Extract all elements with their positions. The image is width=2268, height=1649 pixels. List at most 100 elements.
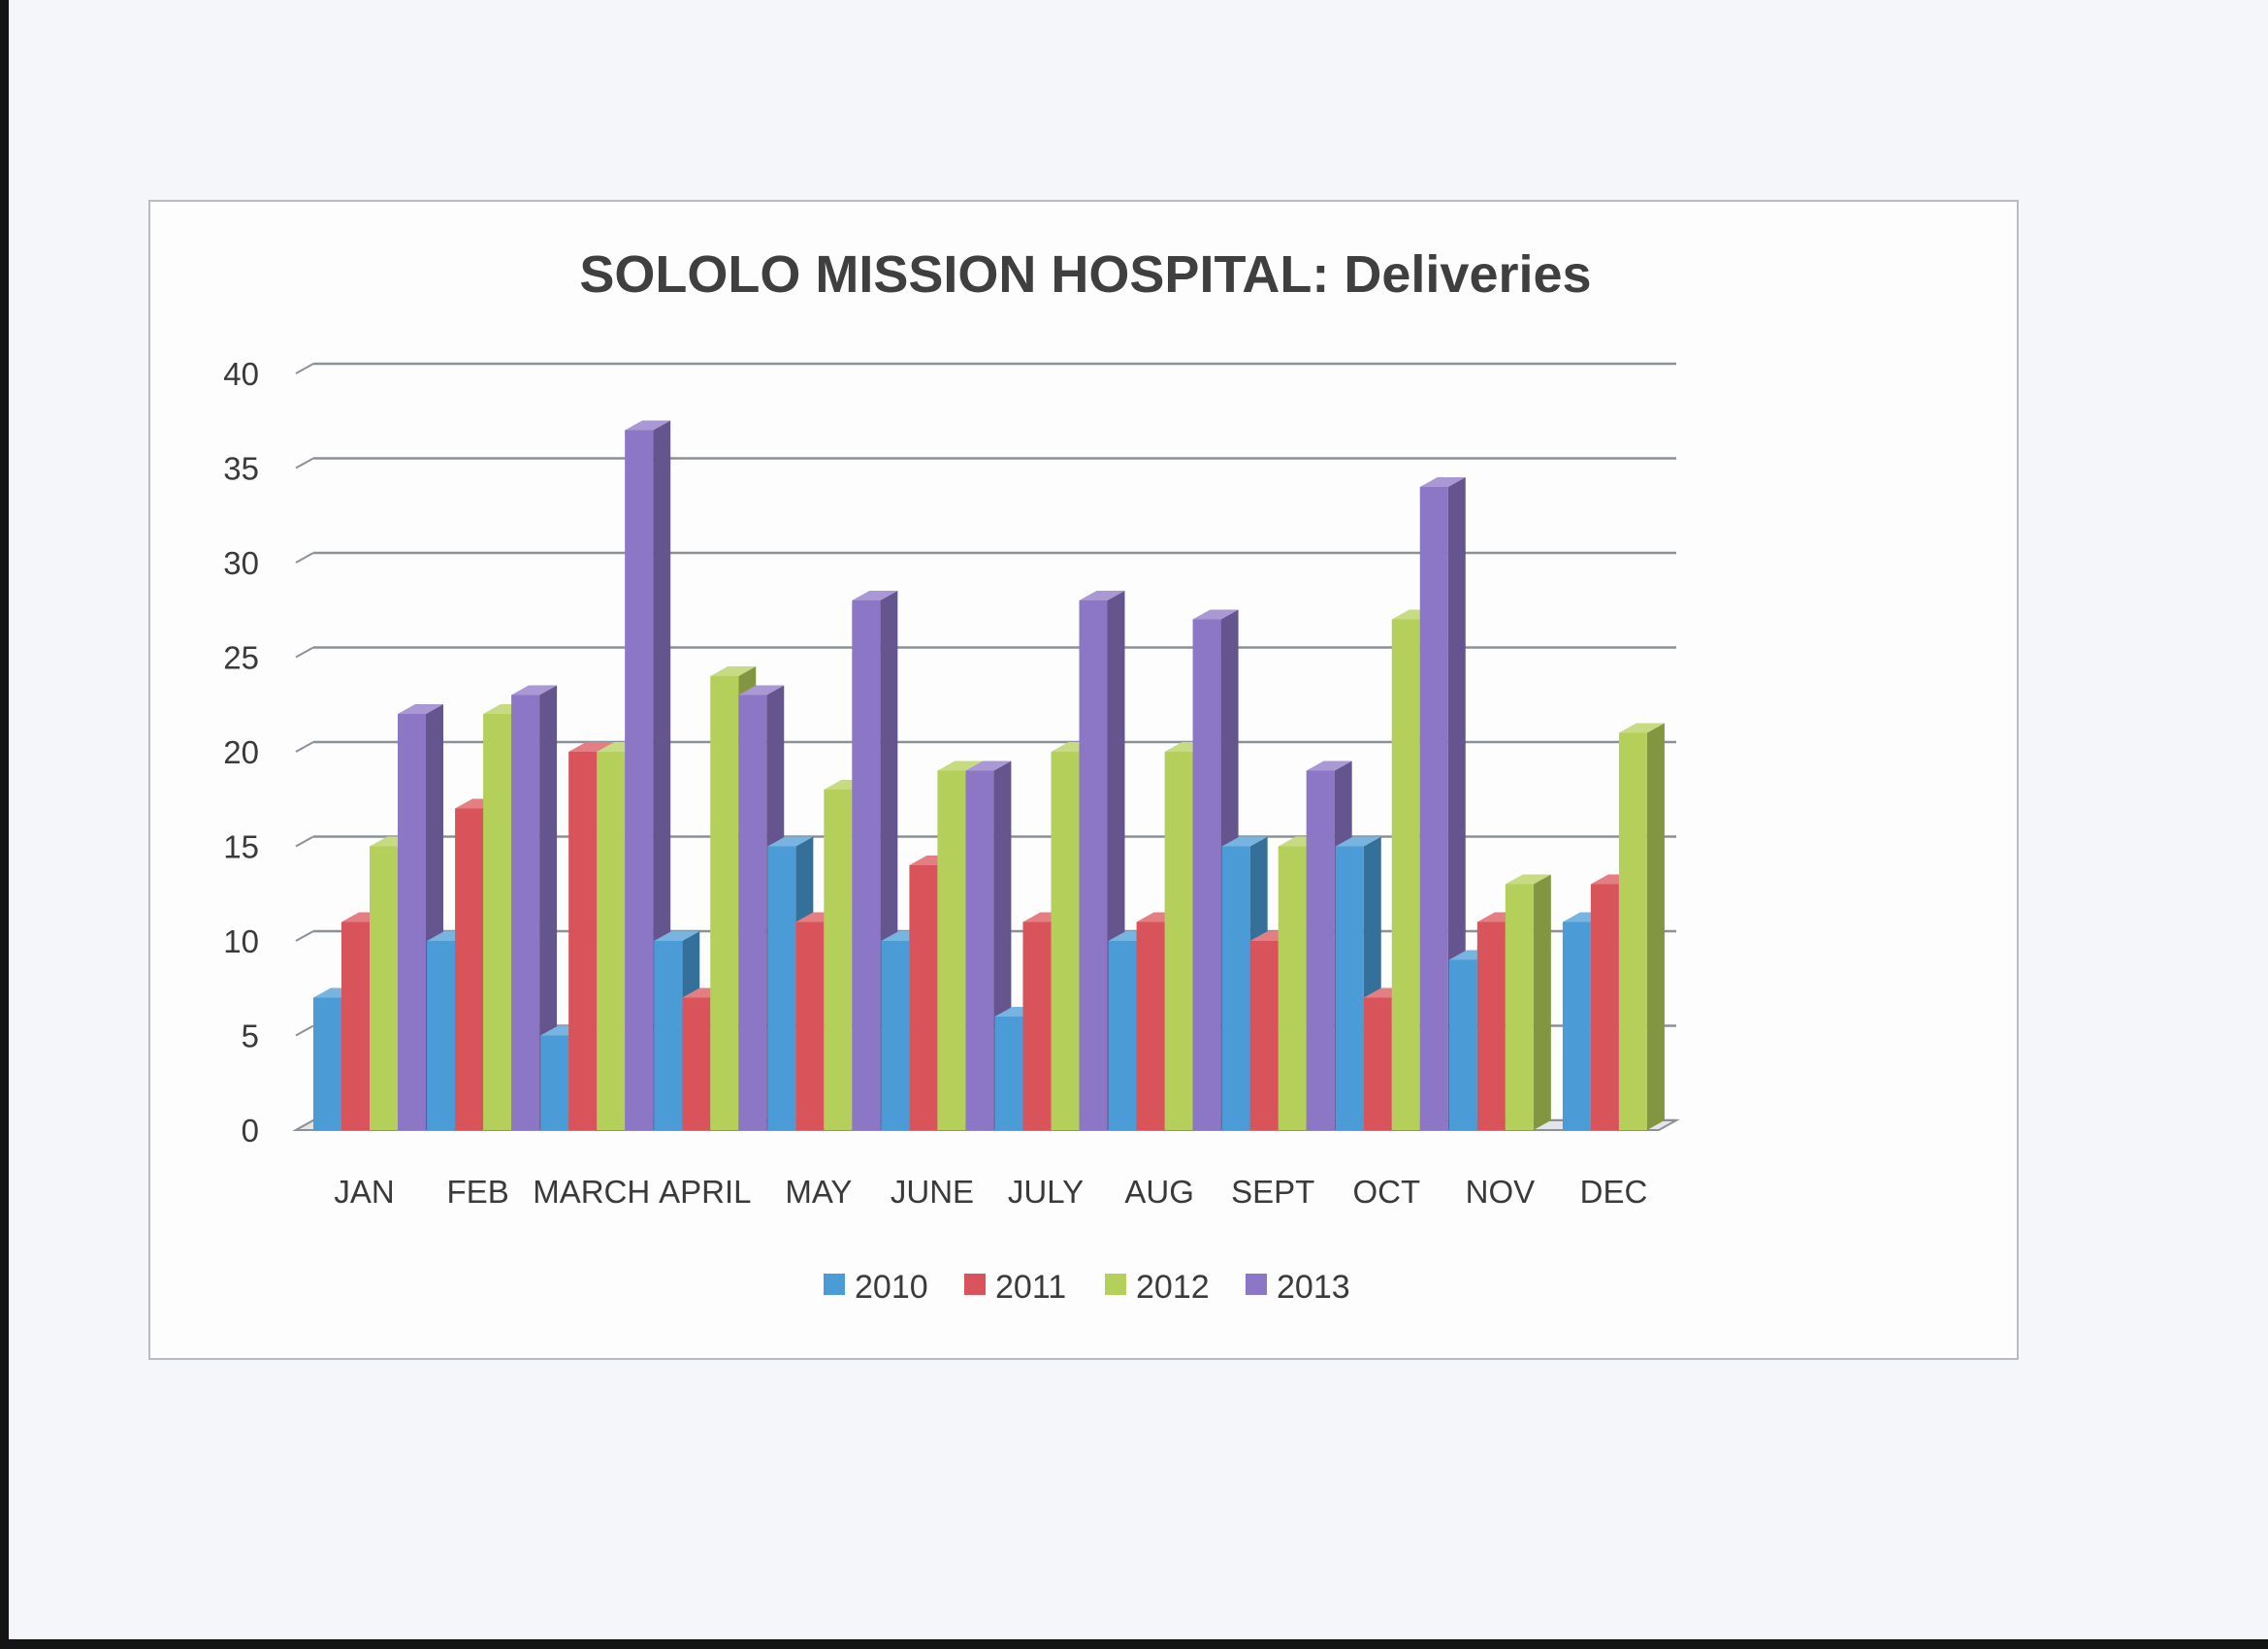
bar-front xyxy=(455,808,484,1130)
legend-swatch xyxy=(824,1274,845,1295)
x-tick-label: NOV xyxy=(1466,1174,1536,1210)
bar-side xyxy=(539,685,558,1130)
bar-top xyxy=(1335,836,1381,847)
bar-top xyxy=(852,591,898,600)
y-tick-label: 30 xyxy=(223,545,259,581)
bar-front xyxy=(1419,487,1448,1130)
bar-top xyxy=(965,760,1012,771)
legend-label: 2012 xyxy=(1136,1269,1210,1306)
bar-top xyxy=(511,685,558,695)
bar-front xyxy=(1249,941,1279,1130)
gridline-stub xyxy=(295,552,314,564)
y-axis: 0 5 10 15 20 25 30 35 40 xyxy=(223,356,259,1148)
bar-front xyxy=(540,1035,569,1130)
bar-front xyxy=(682,997,711,1130)
bar-front xyxy=(738,695,767,1130)
bar-front xyxy=(427,941,456,1130)
bar-front xyxy=(1164,752,1193,1130)
bar-top xyxy=(937,760,984,771)
gridline-stub xyxy=(295,835,314,848)
bar-top xyxy=(1505,874,1551,885)
bar-front xyxy=(1391,619,1420,1130)
bar-front xyxy=(937,770,966,1130)
chart-svg: SOLOLO MISSION HOSPITAL: Deliveries 0 5 10… xyxy=(223,245,1680,1306)
x-axis: JAN FEB MARCH APRIL MAY JUNE JULY AUG SEPT OCT NOV… xyxy=(334,1174,1647,1210)
legend-swatch xyxy=(1246,1274,1267,1295)
bar-top xyxy=(710,666,757,676)
bar-front xyxy=(994,1017,1023,1130)
bar xyxy=(511,685,558,1130)
bar-top xyxy=(1618,723,1665,733)
bar-front xyxy=(1363,997,1392,1130)
bar-front xyxy=(1618,732,1647,1130)
bar-front xyxy=(313,997,341,1130)
bar-front xyxy=(1278,846,1307,1130)
bar-front xyxy=(824,790,853,1130)
bar-front xyxy=(881,941,910,1130)
bar-front xyxy=(1590,884,1619,1130)
bars xyxy=(313,420,1665,1130)
bar-front xyxy=(1022,922,1052,1130)
scan-border-bottom xyxy=(0,1639,2268,1649)
bar-front xyxy=(909,865,938,1130)
bar-side xyxy=(1646,723,1665,1130)
bar-top xyxy=(654,931,700,941)
gridline-stub xyxy=(295,741,314,753)
bar-front xyxy=(625,430,654,1130)
bar-top xyxy=(1419,477,1466,487)
bar-front xyxy=(1448,959,1477,1130)
legend-label: 2010 xyxy=(855,1269,928,1306)
bar-front xyxy=(1136,922,1165,1130)
chart-area: SOLOLO MISSION HOSPITAL: Deliveries 0 5 10… xyxy=(148,200,2019,1360)
bar-front xyxy=(1079,600,1108,1130)
bar-top xyxy=(1079,591,1125,600)
bar-front xyxy=(852,600,881,1130)
bar-front xyxy=(654,941,683,1130)
bar-top xyxy=(1221,836,1268,847)
legend-label: 2011 xyxy=(995,1269,1066,1306)
bar-side xyxy=(1533,874,1551,1130)
bar xyxy=(1505,874,1551,1130)
gridline-stub xyxy=(295,1024,314,1037)
legend: 2010 2011 2012 2013 xyxy=(824,1269,1350,1306)
bar-front xyxy=(965,770,994,1130)
x-tick-label: AUG xyxy=(1124,1174,1194,1210)
bar-top xyxy=(738,685,785,695)
bar-front xyxy=(795,922,825,1130)
legend-item: 2012 xyxy=(1105,1269,1210,1306)
scan-border-left xyxy=(0,0,9,1649)
bar-front xyxy=(1335,846,1364,1130)
bar-top xyxy=(1192,609,1239,620)
legend-item: 2010 xyxy=(824,1269,928,1306)
legend-label: 2013 xyxy=(1277,1269,1350,1306)
x-tick-label: FEB xyxy=(447,1174,509,1210)
bar-front xyxy=(1221,846,1250,1130)
legend-swatch xyxy=(1105,1274,1126,1295)
bar-front xyxy=(483,714,512,1130)
y-tick-label: 5 xyxy=(242,1018,259,1054)
bar-front xyxy=(1476,922,1506,1130)
bar-front xyxy=(1051,752,1080,1130)
bar-front xyxy=(568,752,598,1130)
x-tick-label: MAY xyxy=(785,1174,852,1210)
bar-front xyxy=(1192,619,1221,1130)
gridline-stub xyxy=(295,363,314,374)
bar-top xyxy=(625,420,671,431)
legend-item: 2013 xyxy=(1246,1269,1350,1306)
x-tick-label: APRIL xyxy=(659,1174,751,1210)
bar-front xyxy=(341,922,370,1130)
bar-front xyxy=(1505,884,1534,1130)
bar-front xyxy=(511,695,540,1130)
legend-item: 2011 xyxy=(964,1269,1066,1306)
y-tick-label: 40 xyxy=(223,356,259,392)
x-tick-label: JUNE xyxy=(891,1174,974,1210)
bar-front xyxy=(1562,922,1591,1130)
bar-front xyxy=(767,846,796,1130)
y-tick-label: 35 xyxy=(223,451,259,487)
bar-top xyxy=(568,742,615,752)
gridline-stub xyxy=(295,930,314,942)
x-tick-label: MARCH xyxy=(533,1174,650,1210)
legend-swatch xyxy=(964,1274,986,1295)
y-tick-label: 25 xyxy=(223,640,259,676)
x-tick-label: JULY xyxy=(1008,1174,1084,1210)
